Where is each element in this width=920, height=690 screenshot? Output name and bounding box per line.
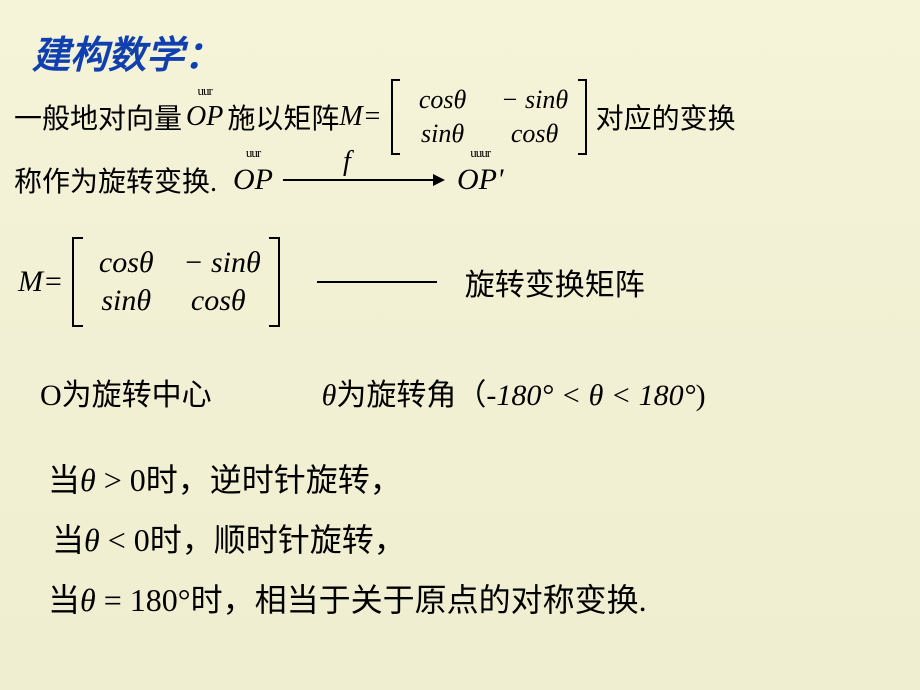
case-half-turn: 当θ = 180°时，相当于关于原点的对称变换. bbox=[48, 575, 647, 621]
dash-line-icon bbox=[317, 281, 437, 283]
text-suffix: 对应的变换 bbox=[596, 97, 736, 137]
text-mid: 施以矩阵 bbox=[227, 97, 339, 137]
matrix-body-big: cosθ − sinθ sinθ cosθ bbox=[85, 244, 267, 320]
rotation-angle-text: θ为旋转角（-180° < θ < 180°) bbox=[322, 370, 706, 414]
vector-op-target: uuur OP' bbox=[457, 163, 503, 197]
equals-sign-big: = bbox=[43, 265, 63, 299]
vector-arrow-label-1: uur bbox=[246, 145, 260, 161]
vector-op-source-text: OP bbox=[233, 163, 273, 196]
right-bracket-icon bbox=[576, 78, 590, 156]
matrix-r2c2: cosθ bbox=[500, 119, 570, 149]
rotation-matrix-label: 旋转变换矩阵 bbox=[465, 260, 645, 304]
matrix-body: cosθ − sinθ sinθ cosθ bbox=[402, 83, 576, 151]
matrix-big-r1c2: − sinθ bbox=[183, 246, 261, 280]
text-prefix: 一般地对向量 bbox=[14, 97, 182, 137]
matrix-M-big: M bbox=[18, 265, 43, 299]
angle-close: ) bbox=[696, 379, 706, 412]
vector-op-text: OP bbox=[186, 101, 223, 132]
left-bracket-icon-big bbox=[69, 236, 85, 328]
matrix-M: M bbox=[339, 101, 362, 133]
vector-arrow-label-2: uuur bbox=[470, 145, 490, 161]
case-negative: 当θ < 0时，顺时针旋转， bbox=[52, 515, 406, 561]
left-bracket-icon bbox=[388, 78, 402, 156]
matrix-big-r2c1: sinθ bbox=[91, 284, 161, 318]
angle-range: -180° < θ < 180° bbox=[486, 379, 695, 412]
rotation-center-text: O为旋转中心 bbox=[40, 370, 212, 414]
definition-line-2: 称作为旋转变换. uur OP f uuur OP' bbox=[14, 160, 503, 200]
slide-title: 建构数学： bbox=[32, 24, 222, 79]
vector-op: uur OP bbox=[186, 101, 223, 133]
matrix-big-r1c1: cosθ bbox=[91, 246, 161, 280]
matrix-r2c1: sinθ bbox=[408, 119, 478, 149]
vector-op-source: uur OP bbox=[233, 163, 273, 197]
case-positive: 当θ > 0时，逆时针旋转， bbox=[48, 455, 402, 501]
case-negative-text: 当θ < 0时，顺时针旋转， bbox=[52, 522, 406, 558]
equals-sign: = bbox=[363, 101, 382, 133]
case-positive-text: 当θ > 0时，逆时针旋转， bbox=[48, 462, 402, 498]
theta-symbol: θ bbox=[322, 379, 337, 412]
center-angle-row: O为旋转中心 θ为旋转角（-180° < θ < 180°) bbox=[40, 370, 706, 414]
text-prefix-2: 称作为旋转变换. bbox=[14, 160, 217, 200]
matrix-big-r2c2: cosθ bbox=[183, 284, 253, 318]
angle-label: 为旋转角（ bbox=[336, 379, 486, 412]
definition-line-1: 一般地对向量 uur OP 施以矩阵 M = cosθ − sinθ sinθ … bbox=[14, 78, 736, 156]
vector-arrow-label: uur bbox=[198, 83, 212, 99]
arrow-line-icon bbox=[283, 179, 433, 181]
vector-op-target-text: OP' bbox=[457, 163, 503, 196]
arrow-head-icon bbox=[433, 174, 445, 186]
maps-to-arrow: f bbox=[283, 174, 445, 186]
matrix-r1c1: cosθ bbox=[408, 85, 478, 115]
function-f-label: f bbox=[343, 146, 351, 178]
matrix-r1c2: − sinθ bbox=[500, 85, 570, 115]
case-half-turn-text: 当θ = 180°时，相当于关于原点的对称变换. bbox=[48, 582, 647, 618]
right-bracket-icon-big bbox=[267, 236, 283, 328]
matrix-definition-row: M = cosθ − sinθ sinθ cosθ 旋转变换矩阵 bbox=[18, 236, 645, 328]
rotation-matrix-big: cosθ − sinθ sinθ cosθ bbox=[69, 236, 283, 328]
